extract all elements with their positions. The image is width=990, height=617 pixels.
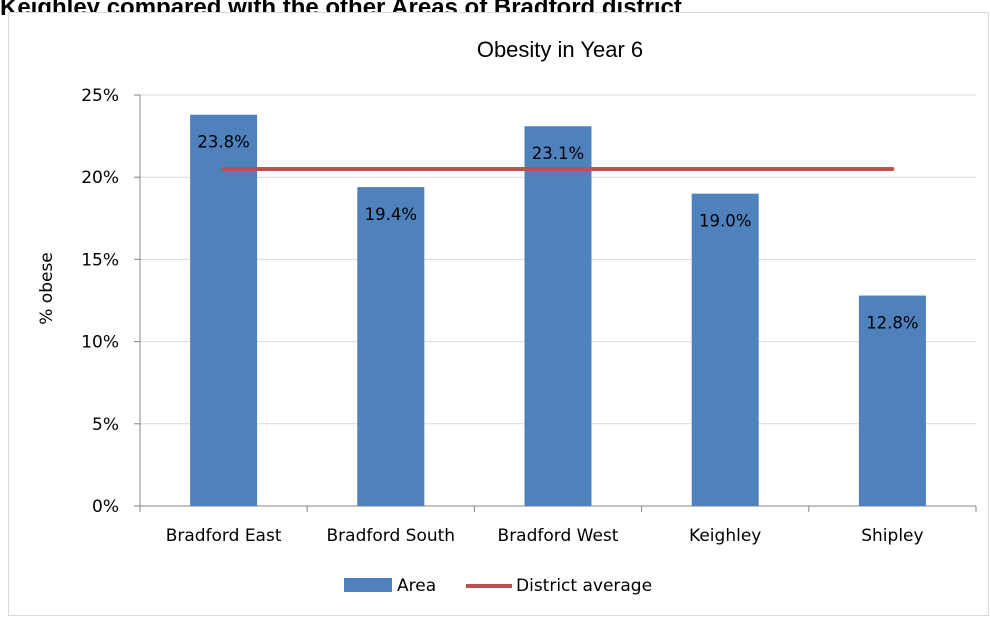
y-tick-label: 25% [81,86,119,106]
y-tick-label: 5% [92,415,119,435]
bar-keighley [691,193,759,506]
data-label: 23.1% [532,144,584,163]
legend-label-district-average: District average [516,576,652,596]
bar-bradford-east [190,114,258,506]
y-tick-label: 0% [92,497,119,517]
category-label: Bradford West [498,526,619,546]
data-label: 12.8% [866,314,918,333]
chart-frame [8,12,989,616]
bar-bradford-south [357,187,425,506]
legend-swatch-area [344,578,392,592]
data-label: 23.8% [197,133,249,152]
legend-label-area: Area [397,576,436,596]
category-label: Shipley [861,526,923,546]
bar-shipley [858,295,926,506]
data-label: 19.0% [699,212,751,231]
y-tick-label: 15% [81,250,119,270]
category-label: Keighley [689,526,761,546]
chart-title: Obesity in Year 6 [477,37,643,62]
data-label: 19.4% [365,205,417,224]
y-axis-label: % obese [37,252,57,325]
bar-bradford-west [524,126,592,507]
category-label: Bradford South [327,526,456,546]
category-label: Bradford East [166,526,282,546]
y-tick-label: 10% [81,333,119,353]
y-tick-label: 20% [81,168,119,188]
